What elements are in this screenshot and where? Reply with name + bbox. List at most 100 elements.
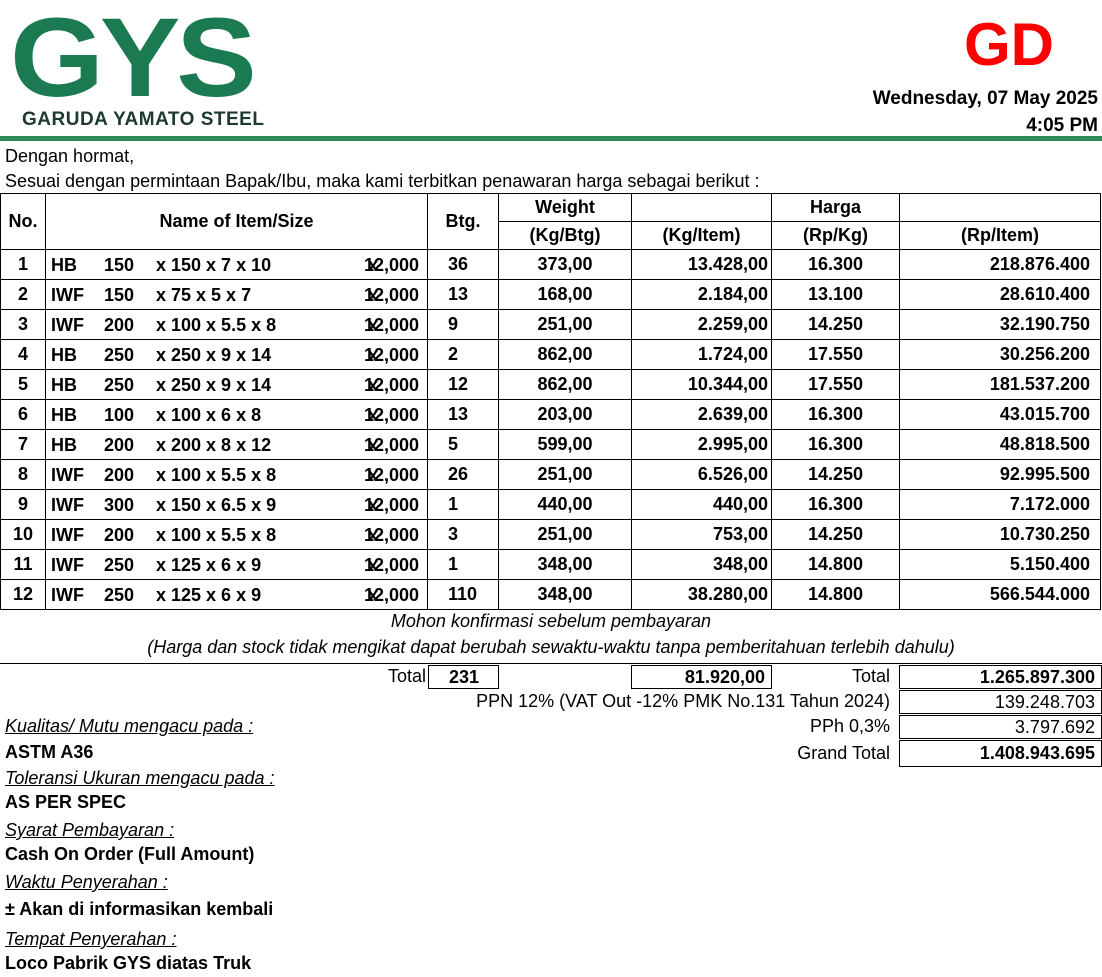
delivery-place-label: Tempat Penyerahan : xyxy=(5,929,177,949)
row-btg: 12 xyxy=(427,369,499,400)
row-type: IWF xyxy=(51,585,84,605)
row-kg-btg: 251,00 xyxy=(498,459,632,490)
grand-total-value: 1.408.943.695 xyxy=(899,740,1102,767)
row-type: HB xyxy=(51,345,77,365)
pph-value: 3.797.692 xyxy=(899,715,1102,739)
row-no: 8 xyxy=(0,459,46,490)
header-divider xyxy=(0,136,1102,141)
row-kg-item: 6.526,00 xyxy=(631,459,772,490)
company-logo: GYS GARUDA YAMATO STEEL xyxy=(10,2,282,132)
table-row: 5 HB 250 x 250 x 9 x 14 x 12,000 12 862,00 10.34… xyxy=(0,369,1101,400)
row-dims: x 100 x 5.5 x 8 xyxy=(156,525,277,545)
payment-label: Syarat Pembayaran : xyxy=(5,820,175,840)
row-btg: 3 xyxy=(427,519,499,550)
notes-divider xyxy=(0,663,1102,664)
row-length: 12,000 xyxy=(363,585,419,605)
row-x: x xyxy=(368,465,379,485)
header-rp-kg: (Rp/Kg) xyxy=(771,221,900,250)
row-no: 3 xyxy=(0,309,46,340)
row-kg-btg: 251,00 xyxy=(498,309,632,340)
quality-label: Kualitas/ Mutu mengacu pada : xyxy=(5,716,254,736)
row-size-a: 150 xyxy=(104,285,135,305)
row-rp-kg: 14.250 xyxy=(771,459,900,490)
row-item-name: IWF 150 x 75 x 5 x 7 x 12,000 xyxy=(45,279,428,310)
row-rp-kg: 13.100 xyxy=(771,279,900,310)
row-length: 12,000 xyxy=(363,375,419,395)
row-dims: x 150 x 7 x 10 xyxy=(156,255,272,275)
table-row: 10 IWF 200 x 100 x 5.5 x 8 x 12,000 3 251,00 753… xyxy=(0,519,1101,550)
row-length: 12,000 xyxy=(363,255,419,275)
row-kg-btg: 862,00 xyxy=(498,339,632,370)
ppn-value: 139.248.703 xyxy=(899,690,1102,714)
row-rp-kg: 16.300 xyxy=(771,399,900,430)
row-no: 4 xyxy=(0,339,46,370)
row-kg-item: 440,00 xyxy=(631,489,772,520)
row-length: 12,000 xyxy=(363,285,419,305)
row-rp-item: 10.730.250 xyxy=(899,519,1101,550)
row-btg: 9 xyxy=(427,309,499,340)
row-x: x xyxy=(368,285,379,305)
row-btg: 1 xyxy=(427,489,499,520)
total-label: Total xyxy=(387,666,426,686)
row-item-name: HB 200 x 200 x 8 x 12 x 12,000 xyxy=(45,429,428,460)
row-rp-item: 48.818.500 xyxy=(899,429,1101,460)
payment-value: Cash On Order (Full Amount) xyxy=(5,844,255,864)
row-kg-item: 1.724,00 xyxy=(631,339,772,370)
table-row: 1 HB 150 x 150 x 7 x 10 x 12,000 36 373,00 13.42… xyxy=(0,249,1101,280)
row-size-a: 250 xyxy=(104,555,135,575)
row-rp-item: 92.995.500 xyxy=(899,459,1101,490)
row-type: IWF xyxy=(51,315,84,335)
row-btg: 2 xyxy=(427,339,499,370)
intro-line: Sesuai dengan permintaan Bapak/Ibu, maka… xyxy=(5,171,760,191)
row-type: IWF xyxy=(51,465,84,485)
row-item-name: IWF 200 x 100 x 5.5 x 8 x 12,000 xyxy=(45,519,428,550)
row-rp-kg: 14.800 xyxy=(771,579,900,610)
row-no: 10 xyxy=(0,519,46,550)
logo-subtitle: GARUDA YAMATO STEEL xyxy=(22,109,265,130)
note-disclaimer: (Harga dan stock tidak mengikat dapat be… xyxy=(147,637,955,657)
row-no: 7 xyxy=(0,429,46,460)
row-type: IWF xyxy=(51,495,84,515)
quality-value: ASTM A36 xyxy=(5,742,94,762)
row-x: x xyxy=(368,435,379,455)
row-btg: 36 xyxy=(427,249,499,280)
total-rp: 1.265.897.300 xyxy=(899,665,1102,689)
row-length: 12,000 xyxy=(363,345,419,365)
row-kg-item: 348,00 xyxy=(631,549,772,580)
row-no: 1 xyxy=(0,249,46,280)
table-row: 3 IWF 200 x 100 x 5.5 x 8 x 12,000 9 251,00 2.25… xyxy=(0,309,1101,340)
row-no: 6 xyxy=(0,399,46,430)
row-size-a: 200 xyxy=(104,435,135,455)
row-kg-item: 2.639,00 xyxy=(631,399,772,430)
header-name: Name of Item/Size xyxy=(45,193,428,250)
row-btg: 1 xyxy=(427,549,499,580)
tolerance-value: AS PER SPEC xyxy=(5,792,127,812)
header-no: No. xyxy=(0,193,46,250)
row-x: x xyxy=(368,495,379,515)
row-kg-item: 2.184,00 xyxy=(631,279,772,310)
row-rp-kg: 14.250 xyxy=(771,519,900,550)
table-row: 11 IWF 250 x 125 x 6 x 9 x 12,000 1 348,00 348,0… xyxy=(0,549,1101,580)
row-x: x xyxy=(368,255,379,275)
total-kg: 81.920,00 xyxy=(631,665,772,689)
row-btg: 13 xyxy=(427,279,499,310)
row-kg-item: 38.280,00 xyxy=(631,579,772,610)
row-no: 12 xyxy=(0,579,46,610)
row-item-name: IWF 250 x 125 x 6 x 9 x 12,000 xyxy=(45,579,428,610)
row-dims: x 100 x 6 x 8 xyxy=(156,405,262,425)
row-size-a: 250 xyxy=(104,585,135,605)
header-kg-item: (Kg/Item) xyxy=(631,221,772,250)
row-kg-item: 13.428,00 xyxy=(631,249,772,280)
row-length: 12,000 xyxy=(363,555,419,575)
delivery-time-label: Waktu Penyerahan : xyxy=(5,872,168,892)
header-btg: Btg. xyxy=(427,193,499,250)
row-dims: x 75 x 5 x 7 xyxy=(156,285,252,305)
document-time: 4:05 PM xyxy=(1026,115,1098,136)
total-btg: 231 xyxy=(428,665,499,689)
row-rp-item: 181.537.200 xyxy=(899,369,1101,400)
row-type: HB xyxy=(51,375,77,395)
row-rp-kg: 16.300 xyxy=(771,249,900,280)
table-row: 7 HB 200 x 200 x 8 x 12 x 12,000 5 599,00 2.995,… xyxy=(0,429,1101,460)
row-item-name: IWF 250 x 125 x 6 x 9 x 12,000 xyxy=(45,549,428,580)
row-dims: x 200 x 8 x 12 xyxy=(156,435,272,455)
